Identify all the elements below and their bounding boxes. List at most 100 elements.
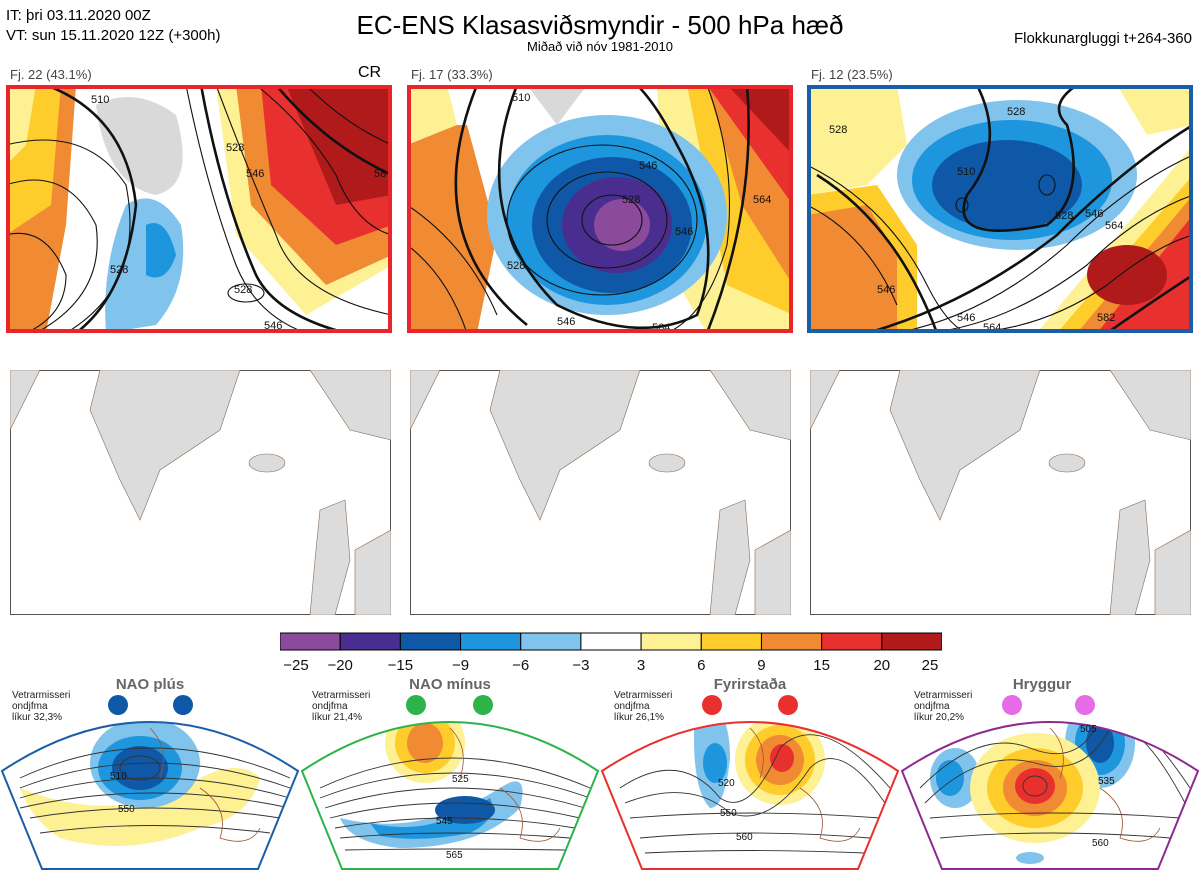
colorbar-bin bbox=[399, 632, 462, 651]
contour-label: 528 bbox=[829, 124, 847, 136]
blank-map-1 bbox=[10, 370, 391, 615]
regime-3-note: Vetrarmisseri ondjfma líkur 26,1% bbox=[614, 690, 673, 723]
contour-label: 546 bbox=[675, 226, 693, 238]
regime-4-border bbox=[900, 721, 1200, 870]
contour-label: 510 bbox=[91, 94, 109, 106]
contour-label: 528 bbox=[226, 142, 244, 154]
regime-1-dot bbox=[173, 695, 193, 715]
contour-label: 528 bbox=[507, 260, 525, 272]
contour-label: 546 bbox=[246, 168, 264, 180]
contour-label: 535 bbox=[1098, 776, 1115, 787]
colorbar-tick-label: −6 bbox=[512, 657, 529, 674]
cluster-map-3: 528 528 510 528 546 564 546 546 582 564 bbox=[807, 85, 1193, 333]
regime-1-note: Vetrarmisseri ondjfma líkur 32,3% bbox=[12, 690, 71, 723]
panel-3-label: Fj. 12 (23.5%) bbox=[811, 67, 893, 82]
contour-label: 510 bbox=[110, 771, 127, 782]
contour-label: 560 bbox=[736, 832, 753, 843]
contour-label: 520 bbox=[718, 778, 735, 789]
panel-3-border bbox=[807, 85, 1193, 333]
colorbar-tick-label: 20 bbox=[873, 657, 890, 674]
contour-label: 510 bbox=[957, 166, 975, 178]
panel-1-label: Fj. 22 (43.1%) bbox=[10, 67, 92, 82]
colorbar-tick-label: 6 bbox=[697, 657, 705, 674]
colorbar-tick-label: 9 bbox=[757, 657, 765, 674]
regime-map-4: 505 535 560 bbox=[900, 695, 1200, 870]
contour-label: 545 bbox=[436, 816, 453, 827]
panel-1-tag: CR bbox=[358, 64, 382, 81]
regime-map-3: 520 550 560 bbox=[600, 695, 900, 870]
blank-map-2 bbox=[410, 370, 791, 615]
regime-3-title: Fyrirstaða bbox=[713, 676, 787, 693]
regime-1-border bbox=[0, 721, 300, 870]
colorbar-tick-label: −20 bbox=[327, 657, 352, 674]
contour-label: 546 bbox=[1085, 208, 1103, 220]
colorbar-bin bbox=[580, 632, 642, 651]
colorbar-tick-label: 25 bbox=[922, 657, 939, 674]
contour-label: 564 bbox=[983, 322, 1001, 333]
regime-4-dot bbox=[1002, 695, 1022, 715]
colorbar-bin bbox=[881, 632, 942, 651]
contour-label: 560 bbox=[1092, 838, 1109, 849]
blank-map-3 bbox=[810, 370, 1191, 615]
contour-label: 564 bbox=[1105, 220, 1123, 232]
regime-4-dot bbox=[1075, 695, 1095, 715]
colorbar-bin bbox=[280, 632, 341, 651]
valid-time: VT: sun 15.11.2020 12Z (+300h) bbox=[6, 27, 221, 44]
colorbar-bin bbox=[640, 632, 702, 651]
regime-2-dot bbox=[473, 695, 493, 715]
regime-2-note: Vetrarmisseri ondjfma líkur 21,4% bbox=[312, 690, 371, 723]
colorbar-tick-label: −15 bbox=[388, 657, 413, 674]
colorbar-bin bbox=[520, 632, 582, 651]
regime-4-note: Vetrarmisseri ondjfma líkur 20,2% bbox=[914, 690, 973, 723]
regime-map-1: 510 550 bbox=[0, 695, 300, 870]
regime-2-border bbox=[300, 721, 600, 870]
page-subtitle: Miðað við nóv 1981-2010 bbox=[527, 39, 673, 54]
colorbar-tick-label: −3 bbox=[572, 657, 589, 674]
panel-2-label: Fj. 17 (33.3%) bbox=[411, 67, 493, 82]
cluster-map-2: 510 528 546 564 528 546 546 564 bbox=[407, 85, 793, 333]
colorbar-bin bbox=[821, 632, 883, 651]
panel-1-border bbox=[6, 85, 392, 333]
colorbar-tick-label: 3 bbox=[637, 657, 645, 674]
colorbar-bin bbox=[339, 632, 401, 651]
contour-label: 546 bbox=[957, 312, 975, 324]
colorbar-tick-label: −9 bbox=[452, 657, 469, 674]
contour-label: 546 bbox=[557, 316, 575, 328]
contour-label: 550 bbox=[118, 804, 135, 815]
contour-label: 510 bbox=[512, 92, 530, 104]
regime-3-dot bbox=[702, 695, 722, 715]
regime-4-title: Hryggur bbox=[1012, 676, 1072, 693]
cluster-map-1: 510 528 546 528 546 528 546 58 bbox=[6, 85, 392, 333]
contour-label: 525 bbox=[452, 774, 469, 785]
colorbar-bin bbox=[460, 632, 522, 651]
regime-3-dot bbox=[778, 695, 798, 715]
colorbar-bin bbox=[700, 632, 762, 651]
window-label: Flokkunargluggi t+264-360 bbox=[1013, 30, 1192, 47]
colorbar-tick-label: 15 bbox=[813, 657, 830, 674]
contour-label: 565 bbox=[446, 850, 463, 861]
regime-2-dot bbox=[406, 695, 426, 715]
colorbar-tick-label: −25 bbox=[283, 657, 308, 674]
contour-label: 528 bbox=[234, 284, 252, 296]
regime-1-dot bbox=[108, 695, 128, 715]
init-time: IT: þri 03.11.2020 00Z bbox=[6, 7, 151, 24]
contour-label: 58 bbox=[374, 168, 386, 180]
contour-label: 564 bbox=[753, 194, 771, 206]
contour-label: 528 bbox=[622, 194, 640, 206]
page-title: EC-ENS Klasasviðsmyndir - 500 hPa hæð bbox=[356, 10, 844, 40]
contour-label: 528 bbox=[1055, 210, 1073, 222]
regime-3-border bbox=[600, 721, 900, 870]
contour-label: 550 bbox=[720, 808, 737, 819]
contour-label: 546 bbox=[877, 284, 895, 296]
regime-2-title: NAO mínus bbox=[409, 676, 491, 693]
header-info: IT: þri 03.11.2020 00Z VT: sun 15.11.202… bbox=[6, 6, 220, 46]
contour-label: 528 bbox=[1007, 106, 1025, 118]
contour-label: 505 bbox=[1080, 724, 1097, 735]
contour-label: 546 bbox=[639, 160, 657, 172]
contour-label: 528 bbox=[110, 264, 128, 276]
contour-label: 582 bbox=[1097, 312, 1115, 324]
colorbar: −25 −20 −15 −9 −6 −3 3 6 9 15 20 25 bbox=[280, 632, 942, 674]
colorbar-bin bbox=[760, 632, 823, 651]
regime-map-2: 525 545 565 bbox=[300, 695, 600, 870]
panel-2-border bbox=[407, 85, 793, 333]
